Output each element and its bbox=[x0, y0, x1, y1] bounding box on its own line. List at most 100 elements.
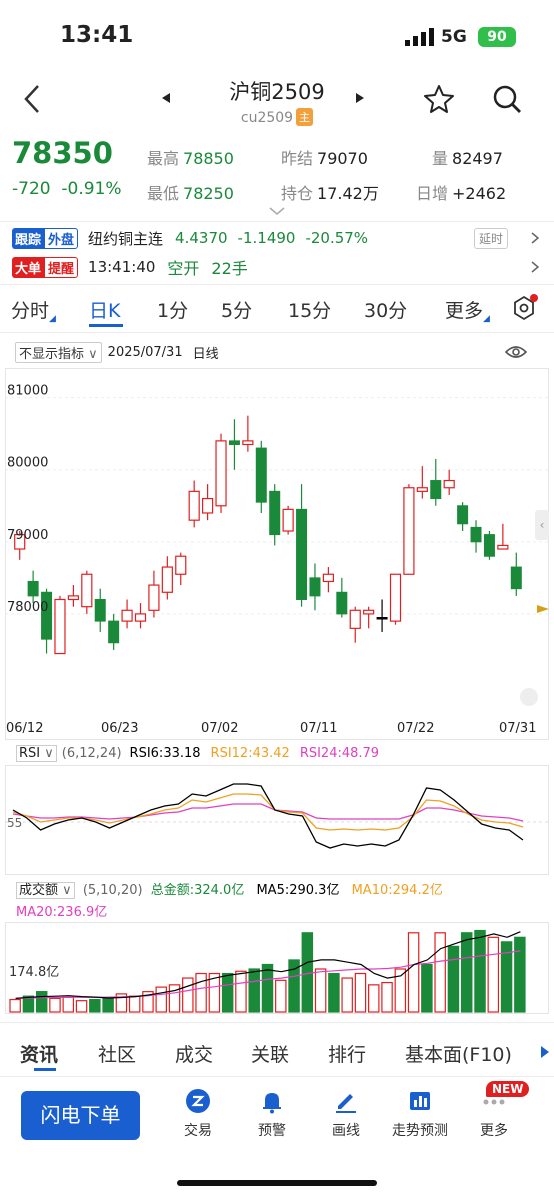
volume-bar bbox=[221, 972, 234, 1013]
rsi-level-label: 55 bbox=[7, 816, 22, 830]
volume-bar bbox=[368, 984, 380, 1013]
candle bbox=[255, 440, 267, 513]
volume-bar bbox=[62, 996, 75, 1013]
more-action[interactable]: 更多 bbox=[459, 1088, 529, 1140]
tab-timeshare[interactable]: 分时◢ bbox=[11, 300, 56, 324]
expand-chevron-icon[interactable] bbox=[268, 206, 286, 216]
prev-settle-cell: 昨结 79070 bbox=[281, 149, 368, 168]
trade-icon bbox=[186, 1089, 210, 1113]
tab-more[interactable]: 更多◢ bbox=[445, 300, 490, 324]
reset-view-icon[interactable] bbox=[520, 688, 538, 706]
volume-y-tick: 174.8亿 bbox=[9, 965, 59, 980]
x-tick-label: 07/31 bbox=[499, 721, 536, 736]
outer-change-pct: -20.57% bbox=[305, 229, 369, 247]
candle bbox=[282, 505, 294, 535]
tab-community[interactable]: 社区 bbox=[98, 1044, 137, 1066]
volume-bar bbox=[75, 1000, 88, 1013]
battery-icon: 90 bbox=[478, 27, 516, 47]
outer-chevron-icon[interactable] bbox=[530, 231, 540, 245]
outer-market-row[interactable]: 跟踪 外盘 纽约铜主连 4.4370 -1.1490 -20.57% bbox=[12, 227, 552, 249]
next-contract-icon[interactable] bbox=[354, 92, 366, 104]
volume-header: 成交额 ∨ (5,10,20) 总金额:324.0亿 MA5:290.3亿 MA… bbox=[16, 880, 546, 924]
volume-bar bbox=[407, 932, 420, 1013]
volume-cell: 量 82497 bbox=[432, 149, 503, 168]
indicator-select[interactable]: 不显示指标 ∨ bbox=[15, 341, 102, 363]
tab-related[interactable]: 关联 bbox=[251, 1044, 290, 1066]
tab-5min[interactable]: 5分 bbox=[221, 300, 253, 322]
tab-more-dropdown-icon: ◢ bbox=[483, 314, 490, 324]
tab-ranking[interactable]: 排行 bbox=[328, 1044, 367, 1066]
volume-total: 总金额:324.0亿 bbox=[150, 883, 245, 898]
volume-bar bbox=[195, 972, 207, 1013]
tab-trades[interactable]: 成交 bbox=[175, 1044, 214, 1066]
last-price: 78350 bbox=[12, 136, 113, 170]
chart-date: 2025/07/31 bbox=[107, 344, 183, 360]
volume-bar bbox=[354, 972, 367, 1013]
tabs-scroll-right-icon[interactable] bbox=[539, 1044, 551, 1060]
daily-inc-cell: 日增 +2462 bbox=[416, 184, 507, 203]
favorite-star-icon[interactable] bbox=[423, 83, 455, 115]
tab-15min[interactable]: 15分 bbox=[288, 300, 332, 322]
rsi6-label: RSI6:33.18 bbox=[129, 746, 201, 761]
candle bbox=[349, 606, 361, 643]
search-icon[interactable] bbox=[491, 83, 523, 115]
candle bbox=[510, 552, 522, 596]
candle bbox=[403, 484, 415, 575]
change-percent: -0.91% bbox=[61, 179, 122, 199]
open-interest-value: 17.42万 bbox=[317, 184, 379, 203]
volume-bar bbox=[182, 977, 194, 1013]
y-tick-label: 81000 bbox=[7, 384, 48, 399]
prev-contract-icon[interactable] bbox=[160, 92, 172, 104]
x-tick-label: 07/11 bbox=[300, 721, 337, 736]
tag-big: 大单 bbox=[12, 256, 45, 278]
big-order-qty: 22手 bbox=[211, 259, 248, 278]
network-label: 5G bbox=[441, 27, 467, 47]
side-panel-toggle-icon[interactable]: ‹ bbox=[535, 510, 549, 540]
candle bbox=[161, 556, 173, 600]
x-tick-label: 06/23 bbox=[101, 721, 138, 736]
back-icon[interactable] bbox=[22, 84, 42, 114]
tab-news[interactable]: 资讯 bbox=[20, 1044, 59, 1066]
candle bbox=[483, 531, 495, 560]
tab-dropdown-icon: ◢ bbox=[49, 314, 56, 324]
eye-icon[interactable] bbox=[505, 344, 527, 360]
volume-bar bbox=[35, 991, 48, 1013]
volume-params: (5,10,20) bbox=[82, 883, 143, 898]
candle bbox=[376, 599, 388, 632]
candle bbox=[14, 531, 26, 560]
tab-daily-k[interactable]: 日K bbox=[89, 300, 121, 322]
big-order-row[interactable]: 大单 提醒 13:41:40 空开 22手 bbox=[12, 256, 532, 278]
volume-bar bbox=[314, 968, 327, 1013]
big-order-type: 空开 bbox=[167, 259, 200, 278]
tab-30min[interactable]: 30分 bbox=[364, 300, 408, 322]
volume-bar bbox=[22, 995, 35, 1013]
volume-bar bbox=[301, 932, 314, 1013]
alert-action[interactable]: 预警 bbox=[237, 1088, 307, 1140]
contract-code-line: cu2509 主 bbox=[0, 108, 554, 126]
rsi-dropdown-icon: ∨ bbox=[40, 746, 54, 761]
trend-forecast-action[interactable]: 走势预测 bbox=[385, 1088, 455, 1140]
candle bbox=[322, 567, 334, 593]
big-order-chevron-icon[interactable] bbox=[530, 260, 540, 274]
candle bbox=[81, 570, 93, 614]
draw-line-action[interactable]: 画线 bbox=[311, 1088, 381, 1140]
volume-bar bbox=[102, 997, 114, 1013]
volume-bar bbox=[168, 984, 181, 1013]
high-value: 78850 bbox=[183, 149, 234, 168]
tab-fundamentals[interactable]: 基本面(F10) bbox=[405, 1044, 512, 1066]
candle bbox=[67, 585, 79, 607]
candlestick-chart[interactable]: 81000 80000 79000 78000 06/12 06/23 07/02 07/1… bbox=[5, 368, 549, 740]
flash-order-button[interactable]: 闪电下单 bbox=[21, 1091, 140, 1140]
rsi24-label: RSI24:48.79 bbox=[299, 746, 380, 761]
tab-1min[interactable]: 1分 bbox=[157, 300, 189, 322]
more-dots-icon bbox=[483, 1099, 505, 1105]
volume-select[interactable]: 成交额 ∨ bbox=[16, 882, 75, 899]
rsi-select[interactable]: RSI ∨ bbox=[16, 745, 57, 762]
rsi24-line bbox=[12, 803, 524, 822]
trade-action[interactable]: 交易 bbox=[163, 1088, 233, 1140]
volume-bar bbox=[89, 998, 101, 1013]
candle bbox=[443, 469, 455, 495]
chart-settings-icon[interactable] bbox=[510, 294, 538, 322]
volume-bar bbox=[261, 963, 274, 1013]
volume-bar bbox=[142, 991, 154, 1013]
